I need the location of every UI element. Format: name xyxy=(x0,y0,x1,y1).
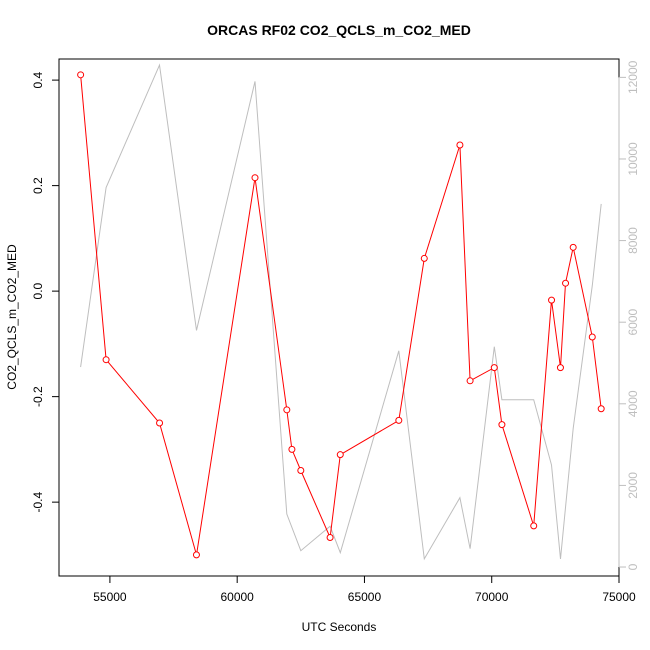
y2-tick-label: 10000 xyxy=(626,142,640,176)
y2-tick-label: 12000 xyxy=(626,60,640,94)
data-point xyxy=(530,522,538,530)
data-point xyxy=(490,364,498,372)
y2-tick-label: 0 xyxy=(626,563,640,570)
data-point xyxy=(498,421,506,429)
series-layer xyxy=(77,63,605,561)
data-point xyxy=(283,406,291,414)
y-axis-left: -0.4 -0.2 0.0 0.2 0.4 xyxy=(31,71,60,512)
data-point xyxy=(556,364,564,372)
data-point xyxy=(456,141,464,149)
x-axis-label: UTC Seconds xyxy=(302,620,377,634)
data-point xyxy=(588,333,596,341)
data-point xyxy=(562,279,570,287)
data-point xyxy=(326,533,334,541)
data-point xyxy=(297,466,305,474)
right-axis-series-line xyxy=(80,63,602,561)
data-point xyxy=(420,254,428,262)
data-point xyxy=(395,416,403,424)
data-point xyxy=(288,445,296,453)
y-tick-label: 0.4 xyxy=(31,71,45,88)
y-axis-label: CO2_QCLS_m_CO2_MED xyxy=(5,244,19,390)
data-point xyxy=(192,551,200,559)
x-tick-label: 55000 xyxy=(93,590,127,604)
y-tick-label: 0.2 xyxy=(31,177,45,194)
y-tick-label: -0.2 xyxy=(31,386,45,407)
data-point xyxy=(597,405,605,413)
y-tick-label: 0.0 xyxy=(31,282,45,299)
data-point xyxy=(336,451,344,459)
data-point xyxy=(251,174,259,182)
data-point xyxy=(156,419,164,427)
x-tick-label: 65000 xyxy=(348,590,382,604)
data-point xyxy=(569,243,577,251)
y-tick-label: -0.4 xyxy=(31,491,45,512)
plot-frame xyxy=(58,58,620,577)
left-axis-series-line xyxy=(80,74,602,556)
data-point xyxy=(548,296,556,304)
chart-title: ORCAS RF02 CO2_QCLS_m_CO2_MED xyxy=(207,22,471,38)
x-tick-label: 70000 xyxy=(475,590,509,604)
y-axis-right: 0 2000 4000 6000 8000 10000 12000 xyxy=(618,60,640,570)
data-point xyxy=(77,71,85,79)
y2-tick-label: 6000 xyxy=(626,309,640,336)
x-axis: 55000 60000 65000 70000 75000 xyxy=(93,575,636,604)
data-point xyxy=(102,356,110,364)
x-tick-label: 60000 xyxy=(220,590,254,604)
x-tick-label: 75000 xyxy=(602,590,636,604)
data-point xyxy=(466,377,474,385)
y2-tick-label: 8000 xyxy=(626,227,640,254)
y2-tick-label: 2000 xyxy=(626,472,640,499)
y2-tick-label: 4000 xyxy=(626,390,640,417)
